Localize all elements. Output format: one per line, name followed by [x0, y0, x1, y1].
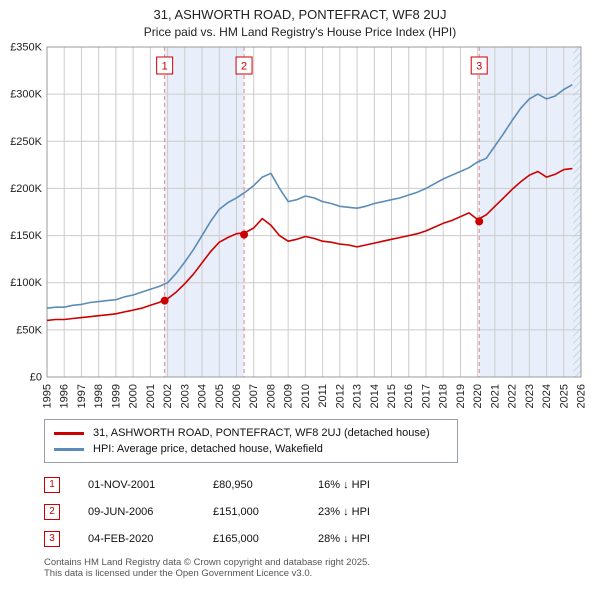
sale-3-vs-hpi: 28% ↓ HPI [318, 532, 370, 545]
svg-text:2003: 2003 [179, 384, 191, 408]
svg-text:2015: 2015 [386, 384, 398, 408]
svg-text:2021: 2021 [489, 384, 501, 408]
svg-text:1997: 1997 [76, 384, 88, 408]
legend-label-property: 31, ASHWORTH ROAD, PONTEFRACT, WF8 2UJ (… [93, 427, 430, 439]
svg-text:1995: 1995 [42, 384, 54, 408]
svg-text:2010: 2010 [300, 384, 312, 408]
svg-text:2011: 2011 [317, 384, 329, 408]
svg-text:£350K: £350K [10, 42, 42, 54]
license-line-1: Contains HM Land Registry data © Crown c… [44, 557, 370, 568]
sale-2-price: £151,000 [213, 505, 259, 518]
svg-text:£150K: £150K [10, 230, 42, 242]
svg-text:2014: 2014 [369, 384, 381, 408]
svg-text:1996: 1996 [59, 384, 71, 408]
svg-text:2018: 2018 [438, 384, 450, 408]
page-subtitle: Price paid vs. HM Land Registry's House … [143, 25, 457, 39]
sale-2-vs-hpi: 23% ↓ HPI [318, 505, 370, 518]
svg-text:2004: 2004 [197, 384, 209, 408]
property-line-swatch [54, 431, 84, 435]
sale-row-1: 1 01-NOV-2001 £80,950 16% ↓ HPI [44, 471, 600, 498]
svg-text:£300K: £300K [10, 89, 42, 101]
svg-text:2001: 2001 [145, 384, 157, 408]
sale-row-2: 2 09-JUN-2006 £151,000 23% ↓ HPI [44, 498, 600, 525]
svg-text:2022: 2022 [507, 384, 519, 408]
svg-text:£0: £0 [30, 372, 42, 384]
svg-text:1999: 1999 [110, 384, 122, 408]
svg-text:3: 3 [476, 61, 482, 73]
legend-item-property: 31, ASHWORTH ROAD, PONTEFRACT, WF8 2UJ (… [54, 425, 448, 441]
chart-legend: 31, ASHWORTH ROAD, PONTEFRACT, WF8 2UJ (… [44, 419, 458, 463]
svg-text:2017: 2017 [420, 384, 432, 408]
svg-text:£50K: £50K [16, 324, 42, 336]
svg-text:2019: 2019 [455, 384, 467, 408]
svg-text:2026: 2026 [576, 384, 588, 408]
legend-item-hpi: HPI: Average price, detached house, Wake… [54, 441, 448, 457]
svg-text:1998: 1998 [93, 384, 105, 408]
page-title: 31, ASHWORTH ROAD, PONTEFRACT, WF8 2UJ [153, 7, 447, 22]
svg-text:2007: 2007 [248, 384, 260, 408]
license-note: Contains HM Land Registry data © Crown c… [44, 557, 600, 579]
svg-text:2005: 2005 [214, 384, 226, 408]
sales-table: 1 01-NOV-2001 £80,950 16% ↓ HPI 2 09-JUN… [44, 471, 600, 552]
svg-text:2012: 2012 [334, 384, 346, 408]
svg-text:2016: 2016 [403, 384, 415, 408]
svg-text:1: 1 [162, 61, 168, 73]
legend-label-hpi: HPI: Average price, detached house, Wake… [93, 443, 323, 455]
svg-text:2009: 2009 [283, 384, 295, 408]
svg-text:2: 2 [241, 61, 247, 73]
svg-text:2013: 2013 [352, 384, 364, 408]
svg-text:2025: 2025 [558, 384, 570, 408]
svg-text:2024: 2024 [541, 384, 553, 408]
sale-row-3: 3 04-FEB-2020 £165,000 28% ↓ HPI [44, 525, 600, 552]
svg-text:£100K: £100K [10, 277, 42, 289]
svg-text:2020: 2020 [472, 384, 484, 408]
sale-2-date: 09-JUN-2006 [88, 505, 154, 518]
license-line-2: This data is licensed under the Open Gov… [44, 568, 313, 580]
hpi-line-swatch [54, 447, 84, 451]
sale-3-date: 04-FEB-2020 [88, 532, 154, 545]
svg-text:£250K: £250K [10, 136, 42, 148]
sale-1-marker-badge: 1 [44, 476, 60, 493]
svg-text:2000: 2000 [128, 384, 140, 408]
svg-text:2002: 2002 [162, 384, 174, 408]
svg-text:£200K: £200K [10, 183, 42, 195]
sale-1-price: £80,950 [213, 478, 253, 491]
svg-text:2008: 2008 [265, 384, 277, 408]
svg-text:2023: 2023 [524, 384, 536, 408]
sale-2-marker-badge: 2 [44, 503, 60, 520]
sale-1-date: 01-NOV-2001 [88, 478, 156, 491]
price-history-chart: £0 £50K £100K £150K £200K £250K £300K £350K 1995… [10, 42, 588, 409]
svg-text:2006: 2006 [231, 384, 243, 408]
sale-3-price: £165,000 [213, 532, 259, 545]
sale-1-vs-hpi: 16% ↓ HPI [318, 478, 370, 491]
sale-3-marker-badge: 3 [44, 530, 60, 547]
